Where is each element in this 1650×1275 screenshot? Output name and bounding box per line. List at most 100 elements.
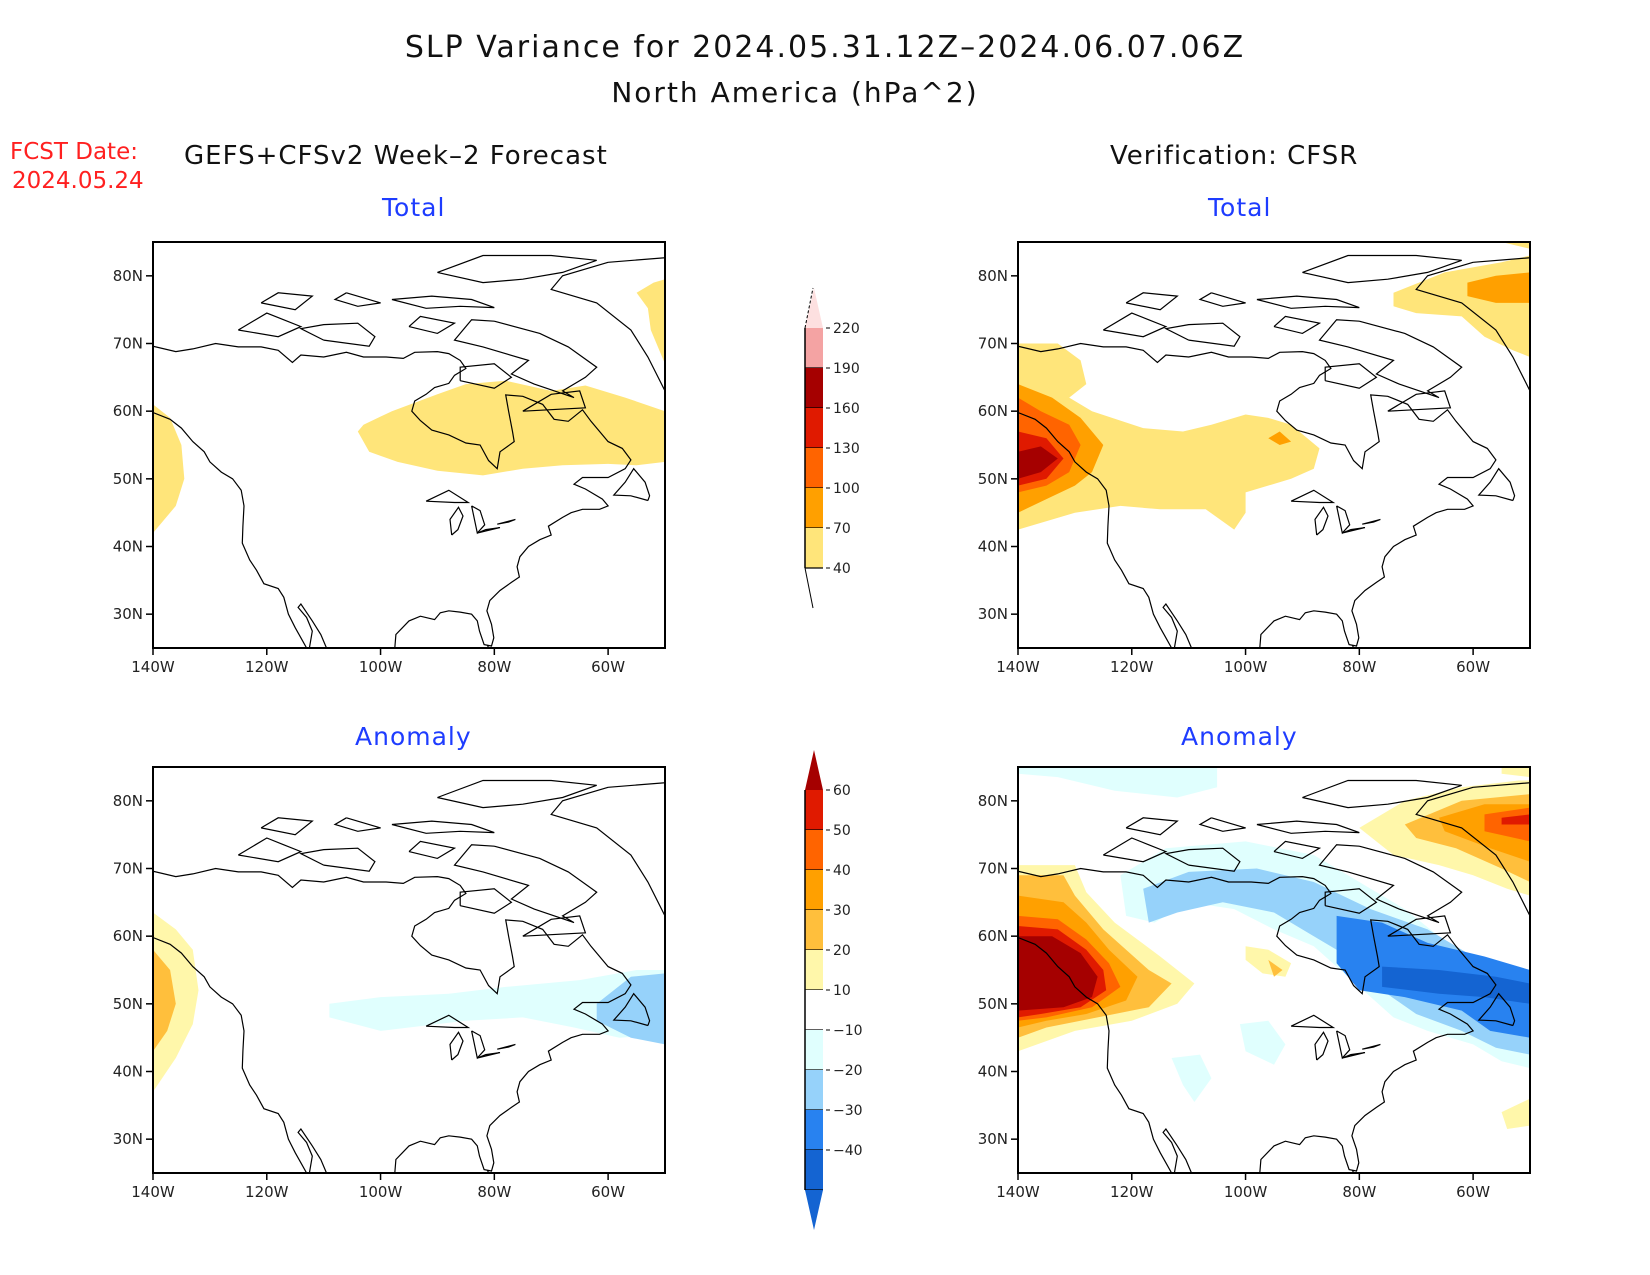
map-panel-forecast-anomaly: 140W 120W 100W 80W 60W 30N 40N 50N 60N 70N 80N <box>113 766 666 1201</box>
y-tick-label: 50N <box>978 470 1008 488</box>
colorbar-segment <box>805 1070 823 1110</box>
map-frame <box>1017 241 1531 649</box>
coastline <box>333 817 381 832</box>
coastline <box>260 292 314 311</box>
y-tick-label: 70N <box>978 335 1008 353</box>
coastline <box>1302 779 1462 809</box>
colorbar-segment <box>805 448 823 488</box>
colorbar-label: −20 <box>833 1063 863 1079</box>
colorbar-segment <box>805 790 823 830</box>
colorbar-label: 10 <box>833 983 851 999</box>
coastline <box>1102 837 1168 863</box>
coastline <box>612 992 651 1027</box>
colorbar-segment <box>805 870 823 910</box>
coastline <box>453 844 598 924</box>
contour-70-100 <box>1268 431 1292 445</box>
contour-m20-m30 <box>596 973 665 1045</box>
map-frame <box>1017 766 1531 1174</box>
y-tick-label: 30N <box>113 1130 143 1148</box>
coastline <box>1342 1052 1366 1059</box>
coastline <box>1018 342 1497 648</box>
colorbar-segment <box>805 328 823 368</box>
coastline <box>1362 518 1381 525</box>
x-tick-label: 60W <box>1456 658 1490 676</box>
colorbar-top-arrow <box>805 288 823 328</box>
y-tick-label: 50N <box>113 995 143 1013</box>
subtitle: North America (hPa^2) <box>611 76 979 109</box>
coastline <box>425 489 471 504</box>
colorbar-segment <box>805 910 823 950</box>
x-tick-label: 100W <box>359 658 403 676</box>
coastline <box>550 257 665 392</box>
colorbar-segment <box>805 368 823 408</box>
y-tick-label: 80N <box>113 792 143 810</box>
verification-heading: Verification: CFSR <box>1110 141 1359 171</box>
contour-160-190 <box>1018 446 1058 479</box>
coastline <box>153 411 308 648</box>
coastline <box>299 322 376 347</box>
x-tick-label: 80W <box>1342 658 1376 676</box>
colorbar-arrow-outline <box>804 287 814 329</box>
coastline <box>299 847 376 872</box>
x-tick-label: 80W <box>477 658 511 676</box>
map-content <box>153 242 665 648</box>
coastline <box>425 1014 471 1029</box>
map-content <box>1018 767 1530 1173</box>
coastline <box>497 518 516 525</box>
contour-m10-m20 <box>1018 767 1218 798</box>
x-tick-label: 100W <box>1224 658 1268 676</box>
colorbar-arrow-outline <box>804 567 814 609</box>
contour-20-30 <box>1268 959 1283 977</box>
contour-10-20 <box>1501 1098 1530 1129</box>
colorbar-bottom-arrow <box>805 1190 823 1230</box>
colorbar-label: 160 <box>833 401 860 417</box>
contour-gt-60 <box>1018 936 1098 1011</box>
colorbar-label: 130 <box>833 441 860 457</box>
coastline <box>1342 527 1366 534</box>
colorbar-label: 100 <box>833 481 860 497</box>
y-tick-label: 60N <box>978 927 1008 945</box>
contour-20-30 <box>153 949 176 1052</box>
coastline <box>1198 292 1246 307</box>
colorbar-label: 40 <box>833 561 851 577</box>
coastline <box>1336 1030 1351 1060</box>
contour-m10-m20 <box>1239 1020 1286 1065</box>
coastline <box>1477 992 1516 1027</box>
coastline <box>1324 363 1378 389</box>
colorbar-segment <box>805 528 823 568</box>
contour-40-70 <box>1018 343 1320 530</box>
y-tick-label: 60N <box>113 927 143 945</box>
x-tick-label: 60W <box>591 658 625 676</box>
contour-m10-m20 <box>329 970 665 1038</box>
coastline <box>477 527 501 534</box>
y-tick-label: 30N <box>113 605 143 623</box>
forecast-heading: GEFS+CFSv2 Week–2 Forecast <box>184 141 608 171</box>
colorbar-label: −30 <box>833 1103 863 1119</box>
y-tick-label: 70N <box>978 860 1008 878</box>
colorbar-label: 20 <box>833 943 851 959</box>
colorbar-label: −40 <box>833 1143 863 1159</box>
coastline <box>1125 817 1179 836</box>
coastline <box>237 312 303 338</box>
colorbar-segment <box>805 1110 823 1150</box>
map-frame <box>152 241 666 649</box>
coastline <box>1162 1127 1193 1173</box>
y-tick-label: 80N <box>113 267 143 285</box>
coastline <box>1162 602 1193 648</box>
main-title: SLP Variance for 2024.05.31.12Z–2024.06.… <box>404 30 1246 65</box>
map-content <box>153 767 665 1173</box>
panel-title-verification-anomaly: Anomaly <box>1181 722 1298 751</box>
y-tick-label: 50N <box>978 995 1008 1013</box>
map-panel-forecast-total: 140W 120W 100W 80W 60W 30N 40N 50N 60N 70N 80N <box>113 241 666 676</box>
coastline <box>1415 782 1530 917</box>
coastline <box>1318 319 1463 399</box>
colorbar-top-arrow <box>805 750 823 790</box>
coastline <box>408 840 457 860</box>
coastline <box>1164 847 1241 872</box>
coastline <box>522 390 587 412</box>
map-frame <box>152 766 666 1174</box>
contour-40-70 <box>1501 242 1530 249</box>
y-tick-label: 40N <box>113 1063 143 1081</box>
colorbar-anomaly: 60 50 40 30 20 10 −10 −20 −30 −40 <box>804 750 863 1230</box>
coastline <box>1164 322 1241 347</box>
